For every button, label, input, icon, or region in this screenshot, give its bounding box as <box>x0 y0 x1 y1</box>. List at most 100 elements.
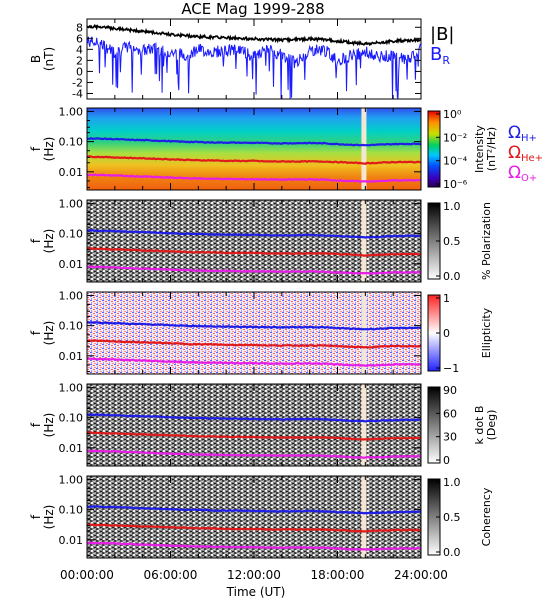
data-gap <box>361 292 367 374</box>
colorbar-tick-label: 0 <box>443 454 450 467</box>
legend-b-total: |B| <box>430 24 454 45</box>
series-line-O-cyclotron <box>86 265 422 275</box>
y-tick-label: 1.00 <box>59 105 84 118</box>
colorbar-label-2: (nT²/Hz) <box>485 127 498 171</box>
spectrogram-polarization <box>87 200 421 282</box>
colorbar-tick-label: 10⁰ <box>443 108 462 121</box>
x-tick-label: 00:00:00 <box>60 568 114 582</box>
y-axis-label-1: f <box>29 422 43 427</box>
spectral-panels: 1.000.100.01f (Hz)10⁰10⁻²10⁻⁴10⁻⁶Intensit… <box>29 105 498 559</box>
series-line-He-cyclotron <box>86 431 422 441</box>
colorbar-tick-label: 1.0 <box>443 200 461 213</box>
y-tick-label: 1.00 <box>59 473 84 486</box>
panel-intensity: 1.000.100.01f (Hz)10⁰10⁻²10⁻⁴10⁻⁶Intensit… <box>29 105 498 191</box>
data-gap <box>361 200 367 282</box>
colorbar-label-1: % Polarization <box>480 202 493 280</box>
y-tick-label: 0.01 <box>59 534 84 547</box>
data-gap <box>361 108 367 190</box>
colorbar-tick-label: 0.5 <box>443 511 461 524</box>
colorbar <box>427 110 441 188</box>
spectrogram-kdotb <box>87 384 421 466</box>
y-axis-label-1: f <box>29 330 43 335</box>
series-line-He-cyclotron <box>86 339 422 349</box>
colorbar-label-1: Coherency <box>480 487 493 546</box>
field-y-tick-label: 4 <box>76 43 83 56</box>
data-gap <box>361 476 367 558</box>
colorbar-tick-label: 60 <box>443 407 457 420</box>
panel-field-frame <box>86 18 422 100</box>
colorbar-label-1: k dot B <box>473 406 486 445</box>
field-y-tick-label: 0 <box>76 65 83 78</box>
series-line-O-cyclotron <box>86 357 421 367</box>
x-axis-label: Time (UT) <box>226 585 286 599</box>
field-y-tick-label: 8 <box>76 21 83 34</box>
x-tick-label: 24:00:00 <box>394 568 448 582</box>
series-line-H-cyclotron <box>86 136 422 147</box>
colorbar-tick-label: 0.0 <box>443 546 461 559</box>
chart-title: ACE Mag 1999-288 <box>181 0 324 18</box>
x-tick-label: 12:00:00 <box>227 568 281 582</box>
legend-cyclotron-o: ΩO+ <box>508 163 537 184</box>
legend-cyclotron-h: ΩH+ <box>508 123 537 144</box>
y-axis-label-2: (Hz) <box>42 229 56 254</box>
y-tick-label: 0.01 <box>59 442 84 455</box>
legend-cyclotron-he: ΩHe+ <box>508 143 543 164</box>
y-axis-label-1: f <box>29 146 43 151</box>
y-axis-label-1: f <box>29 238 43 243</box>
panel-polarization: 1.000.100.01f (Hz)1.00.50.0% Polarization <box>29 197 493 283</box>
cyclotron-legend: ΩH+ ΩHe+ ΩO+ <box>508 123 543 184</box>
colorbar-tick-label: 1 <box>443 292 450 305</box>
colorbar-tick-label: 0.0 <box>443 270 461 283</box>
field-y-label-2: (nT) <box>42 47 56 71</box>
y-tick-label: 1.00 <box>59 289 84 302</box>
colorbar-label: k dot B (Deg) <box>473 406 498 445</box>
y-axis-label: f (Hz) <box>29 505 56 530</box>
legend-cyclotron-h-sub: H+ <box>521 133 537 144</box>
colorbar-tick-label: −1 <box>443 362 459 375</box>
series-line-He-cyclotron <box>87 523 422 533</box>
colorbar-label-2: (Deg) <box>485 410 498 441</box>
series-line-H-cyclotron <box>86 228 422 239</box>
colorbar-label-1: Intensity <box>473 125 486 173</box>
legend-cyclotron-o-sub: O+ <box>521 173 537 184</box>
colorbar-tick-label: 10⁻⁴ <box>443 155 468 168</box>
y-axis-label-2: (Hz) <box>42 505 56 530</box>
field-y-label-1: B <box>29 55 43 63</box>
spectrogram-intensity <box>87 108 421 190</box>
y-axis-label: f (Hz) <box>29 413 56 438</box>
colorbar-tick-label: 0 <box>443 327 450 340</box>
legend-cyclotron-he-sub: He+ <box>521 153 543 164</box>
y-tick-label: 0.10 <box>59 504 84 517</box>
legend-cyclotron-h-main: Ω <box>508 123 521 143</box>
y-axis-label: f (Hz) <box>29 321 56 346</box>
colorbar-tick-label: 1.0 <box>443 476 461 489</box>
field-y-tick-label: -2 <box>72 76 83 89</box>
series-line-O-cyclotron <box>86 173 422 183</box>
colorbar-label-1: Ellipticity <box>480 307 493 358</box>
y-tick-label: 0.10 <box>59 136 84 149</box>
y-axis-label-2: (Hz) <box>42 137 56 162</box>
x-tick-label: 18:00:00 <box>311 568 365 582</box>
series-line-O-cyclotron <box>86 449 422 459</box>
field-y-label: B (nT) <box>29 47 56 71</box>
y-axis-label-2: (Hz) <box>42 321 56 346</box>
series-line-He-cyclotron <box>86 155 422 165</box>
y-axis-label: f (Hz) <box>29 137 56 162</box>
y-tick-label: 0.01 <box>59 166 84 179</box>
x-axis: 00:00:00 06:00:00 12:00:00 18:00:00 24:00:00 <box>60 19 448 582</box>
legend-b-r-main: B <box>430 44 442 65</box>
field-y-tick-label: 6 <box>76 32 83 45</box>
field-y-tick-label: -4 <box>72 87 83 100</box>
y-axis-label-1: f <box>29 514 43 519</box>
series-line-b-r <box>86 36 422 100</box>
series-line-He-cyclotron <box>87 247 422 257</box>
y-tick-label: 0.10 <box>59 228 84 241</box>
y-axis-label: f (Hz) <box>29 229 56 254</box>
y-tick-label: 0.10 <box>59 412 84 425</box>
series-line-H-cyclotron <box>86 321 422 331</box>
y-tick-label: 0.10 <box>59 320 84 333</box>
x-tick-label: 06:00:00 <box>144 568 198 582</box>
